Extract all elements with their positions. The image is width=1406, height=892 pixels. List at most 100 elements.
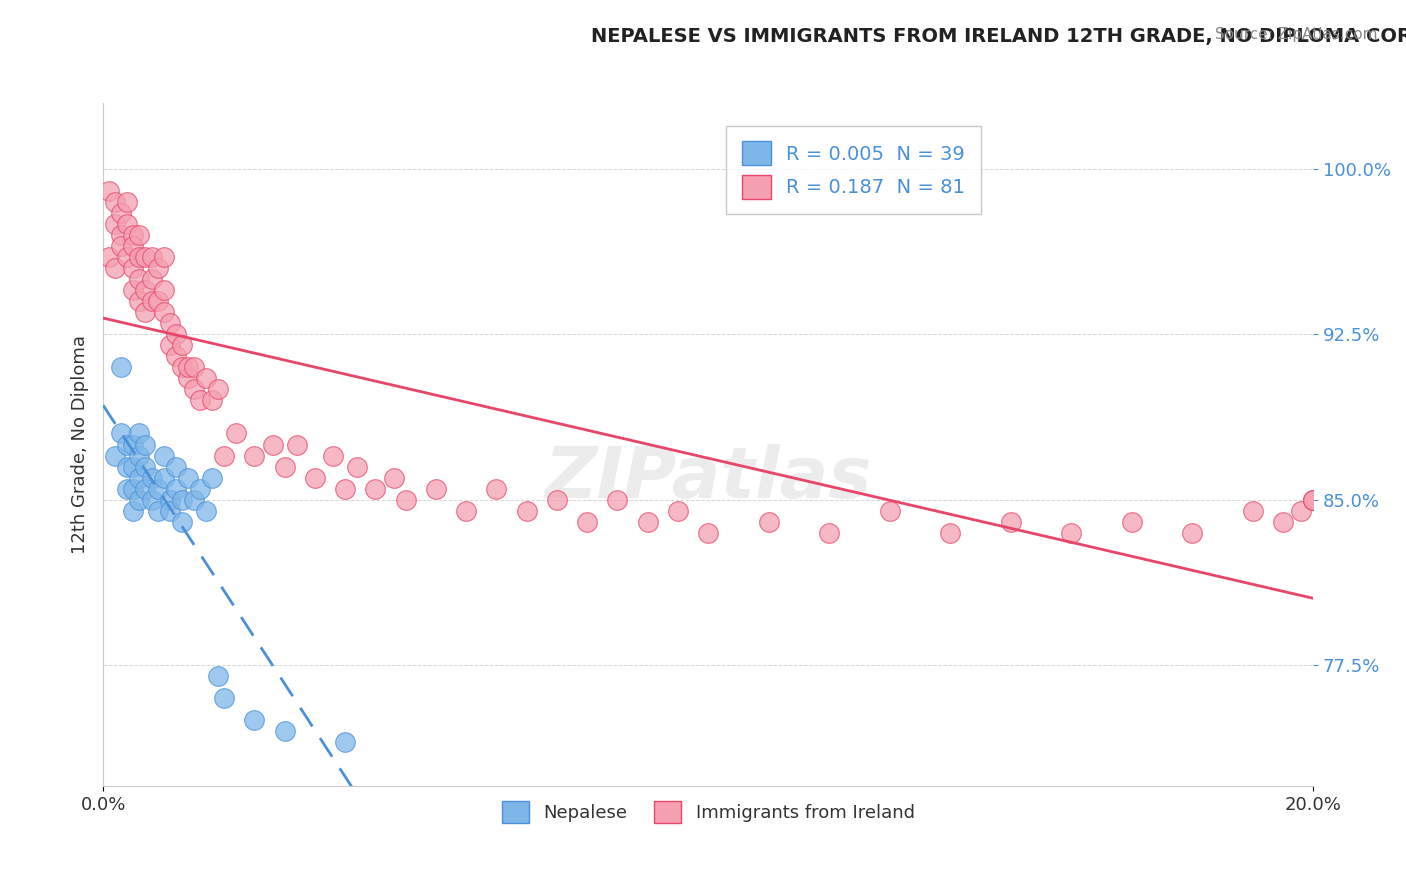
Point (141, 294, 163, 309)
Point (165, 459, 187, 474)
Point (134, 482, 156, 496)
Point (122, 239, 145, 253)
Point (128, 426, 150, 441)
Point (346, 459, 368, 474)
Point (212, 691, 235, 706)
Point (110, 360, 132, 375)
Point (141, 492, 163, 507)
Point (879, 504, 901, 518)
Point (1241, 504, 1264, 518)
Point (152, 305, 174, 319)
Point (122, 283, 145, 297)
Point (201, 470, 224, 484)
Point (322, 449, 344, 463)
Text: NEPALESE VS IMMIGRANTS FROM IRELAND 12TH GRADE, NO DIPLOMA CORRELATION CHART: NEPALESE VS IMMIGRANTS FROM IRELAND 12TH… (591, 27, 1406, 45)
Point (637, 515, 659, 529)
Point (1121, 515, 1143, 529)
Point (141, 272, 163, 286)
Point (170, 360, 193, 375)
Point (165, 482, 187, 496)
Point (697, 525, 720, 540)
Point (159, 316, 181, 330)
Point (117, 437, 139, 451)
Point (122, 504, 145, 518)
Y-axis label: 12th Grade, No Diploma: 12th Grade, No Diploma (72, 335, 89, 554)
Point (128, 294, 150, 309)
Point (128, 272, 150, 286)
Point (146, 294, 169, 309)
Point (188, 393, 211, 408)
Text: Source: ZipAtlas.com: Source: ZipAtlas.com (1215, 27, 1378, 42)
Point (152, 283, 174, 297)
Point (110, 206, 132, 220)
Point (146, 260, 169, 275)
Point (128, 227, 150, 242)
Point (1302, 492, 1324, 507)
Point (134, 250, 156, 264)
Point (606, 492, 628, 507)
Point (117, 250, 139, 264)
Point (183, 382, 205, 396)
Point (159, 338, 181, 352)
Point (456, 504, 478, 518)
Point (1302, 492, 1324, 507)
Point (110, 426, 132, 441)
Point (188, 482, 211, 496)
Point (939, 525, 962, 540)
Point (382, 470, 405, 484)
Point (333, 482, 356, 496)
Point (818, 525, 841, 540)
Point (170, 515, 193, 529)
Point (134, 283, 156, 297)
Point (152, 250, 174, 264)
Point (128, 449, 150, 463)
Point (212, 449, 235, 463)
Point (183, 360, 205, 375)
Point (117, 194, 139, 209)
Point (546, 492, 568, 507)
Point (170, 338, 193, 352)
Point (122, 459, 145, 474)
Point (141, 250, 163, 264)
Point (117, 217, 139, 231)
Point (146, 482, 169, 496)
Point (273, 459, 295, 474)
Point (273, 724, 295, 739)
Point (225, 426, 247, 441)
Point (177, 371, 200, 385)
Point (117, 482, 139, 496)
Point (165, 327, 187, 342)
Point (333, 735, 356, 749)
Point (134, 305, 156, 319)
Point (177, 360, 200, 375)
Point (104, 260, 127, 275)
Text: ZIPatlas: ZIPatlas (544, 444, 872, 513)
Point (425, 482, 447, 496)
Point (152, 470, 174, 484)
Point (207, 669, 229, 683)
Point (122, 227, 145, 242)
Point (285, 437, 308, 451)
Point (104, 194, 127, 209)
Point (128, 492, 150, 507)
Point (516, 504, 538, 518)
Point (243, 714, 266, 728)
Point (1000, 515, 1022, 529)
Point (146, 504, 169, 518)
Point (177, 470, 200, 484)
Point (1181, 525, 1204, 540)
Point (104, 449, 127, 463)
Point (110, 239, 132, 253)
Point (1060, 525, 1083, 540)
Point (122, 482, 145, 496)
Point (195, 371, 218, 385)
Point (122, 260, 145, 275)
Point (1302, 492, 1324, 507)
Point (128, 470, 150, 484)
Point (152, 449, 174, 463)
Point (122, 437, 145, 451)
Point (1289, 504, 1312, 518)
Point (165, 349, 187, 363)
Point (395, 492, 418, 507)
Point (117, 459, 139, 474)
